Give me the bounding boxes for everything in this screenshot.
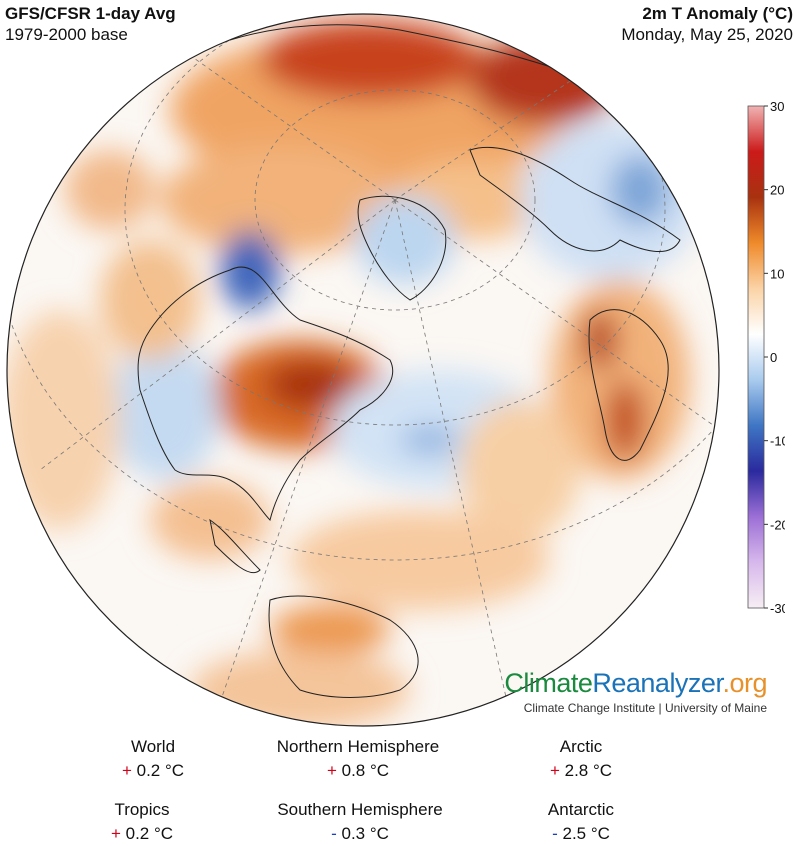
stat-value: 0.2 °C	[136, 761, 185, 780]
stat-region: Northern Hemisphere	[276, 737, 440, 756]
baseline-period: 1979-2000 base	[5, 25, 128, 44]
brand-subtitle: Climate Change Institute | University of…	[523, 701, 767, 715]
stat-sign: +	[549, 761, 560, 780]
stat-value-line: - 2.5 °C	[451, 822, 711, 846]
stat-sign: -	[331, 824, 337, 843]
stat-region: Antarctic	[547, 800, 615, 819]
stat-arctic: Arctic + 2.8 °C	[451, 735, 711, 783]
stat-tropics: Tropics + 0.2 °C	[12, 798, 272, 846]
stat-value-line: + 0.8 °C	[228, 759, 488, 783]
stat-sign: +	[121, 761, 132, 780]
stat-value: 2.8 °C	[564, 761, 613, 780]
colorbar-tick-label: 0	[770, 350, 777, 365]
colorbar-tick-label: 30	[770, 100, 784, 114]
brand-part-climate: Climate	[504, 668, 593, 698]
stat-region: Tropics	[114, 800, 170, 819]
stat-sign: +	[326, 761, 337, 780]
stat-sign: +	[110, 824, 121, 843]
colorbar-tick-label: -20	[770, 517, 785, 532]
stat-sign: -	[552, 824, 558, 843]
stat-region: World	[130, 737, 176, 756]
stat-region: Southern Hemisphere	[277, 800, 443, 819]
stat-region: Arctic	[559, 737, 603, 756]
anomaly-colorbar: 30 20 10 0 -10 -20 -30	[747, 100, 785, 615]
stat-southern-hemisphere: Southern Hemisphere - 0.3 °C	[230, 798, 490, 846]
stat-northern-hemisphere: Northern Hemisphere + 0.8 °C	[228, 735, 488, 783]
map-header-right: 2m T Anomaly (°C) Monday, May 25, 2020	[621, 3, 793, 45]
colorbar-tick-label: 10	[770, 266, 784, 281]
brand-part-reanalyzer: Reanalyzer	[592, 668, 723, 698]
stat-value: 0.8 °C	[341, 761, 390, 780]
stat-value: 2.5 °C	[562, 824, 610, 843]
map-header-left: GFS/CFSR 1-day Avg 1979-2000 base	[5, 3, 176, 45]
colorbar-tick-label: -10	[770, 434, 785, 449]
stat-value-line: + 0.2 °C	[12, 822, 272, 846]
globe-outline	[6, 13, 720, 727]
stat-value-line: + 0.2 °C	[23, 759, 283, 783]
colorbar-gradient	[747, 105, 765, 609]
colorbar-tick-label: -30	[770, 601, 785, 615]
colorbar-ticks: 30 20 10 0 -10 -20 -30	[764, 100, 785, 615]
brand-logo-text: ClimateReanalyzer.org	[504, 668, 767, 699]
stat-world: World + 0.2 °C	[23, 735, 283, 783]
model-title: GFS/CFSR 1-day Avg	[5, 4, 176, 23]
stat-antarctic: Antarctic - 2.5 °C	[451, 798, 711, 846]
stat-value-line: - 0.3 °C	[230, 822, 490, 846]
map-date: Monday, May 25, 2020	[621, 25, 793, 44]
brand-block: ClimateReanalyzer.org Climate Change Ins…	[504, 668, 767, 715]
anomaly-field	[7, 14, 719, 726]
stat-value: 0.2 °C	[125, 824, 174, 843]
variable-title: 2m T Anomaly (°C)	[642, 4, 793, 23]
brand-part-org: .org	[722, 668, 767, 698]
colorbar-tick-label: 20	[770, 183, 784, 198]
stat-value-line: + 2.8 °C	[451, 759, 711, 783]
stat-value: 0.3 °C	[341, 824, 389, 843]
